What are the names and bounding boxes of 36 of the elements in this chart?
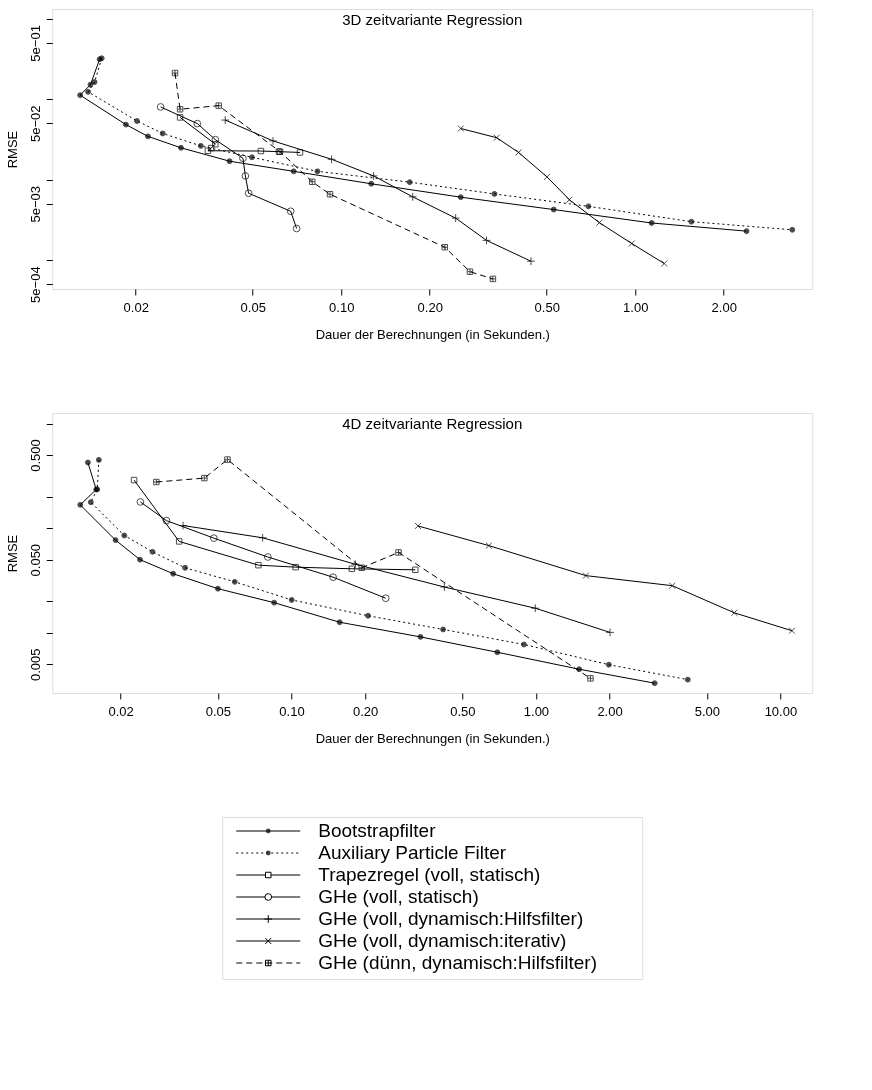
x-tick-label: 0.50: [534, 299, 560, 315]
chart-title: 4D zeitvariante Regression: [342, 415, 523, 432]
x-tick-label: 0.02: [123, 299, 149, 315]
y-tick-label: 0.050: [27, 543, 43, 577]
y-tick-label: 0.005: [27, 648, 43, 682]
legend-label: GHe (voll, dynamisch:Hilfsfilter): [318, 908, 584, 929]
x-tick-label: 0.20: [417, 299, 443, 315]
x-tick-label: 0.05: [205, 703, 232, 719]
x-tick-label: 1.00: [523, 703, 550, 719]
y-tick-label: 5e−03: [27, 185, 43, 223]
y-tick-label: 5e−02: [27, 105, 43, 143]
x-tick-label: 0.50: [450, 703, 476, 719]
y-axis-title: RMSE: [4, 130, 20, 169]
x-tick-label: 1.00: [623, 299, 649, 315]
y-tick-label: 0.500: [27, 439, 43, 472]
legend-label: GHe (dünn, dynamisch:Hilfsfilter): [318, 952, 598, 973]
legend-label: Bootstrapfilter: [318, 820, 437, 841]
legend-label: Trapezregel (voll, statisch): [318, 864, 541, 885]
x-axis-title: Dauer der Berechnungen (in Sekunden.): [315, 326, 550, 342]
y-tick-label: 5e−04: [27, 266, 43, 303]
x-tick-label: 10.00: [764, 703, 798, 719]
x-tick-label: 0.02: [108, 703, 134, 719]
y-axis-title: RMSE: [4, 534, 20, 573]
legend-label: GHe (voll, dynamisch:iterativ): [318, 930, 567, 951]
x-tick-label: 0.05: [240, 299, 266, 315]
x-tick-label: 2.00: [597, 703, 623, 719]
x-tick-label: 2.00: [711, 299, 737, 315]
y-tick-label: 5e−01: [27, 25, 43, 62]
x-tick-label: 5.00: [694, 703, 720, 719]
legend-label: Auxiliary Particle Filter: [318, 842, 507, 863]
legend-label: GHe (voll, statisch): [318, 886, 479, 907]
chart-title: 3D zeitvariante Regression: [342, 11, 523, 28]
x-axis-title: Dauer der Berechnungen (in Sekunden.): [315, 730, 550, 746]
x-tick-label: 0.20: [352, 703, 379, 719]
x-tick-label: 0.10: [329, 299, 355, 315]
x-tick-label: 0.10: [279, 703, 305, 719]
